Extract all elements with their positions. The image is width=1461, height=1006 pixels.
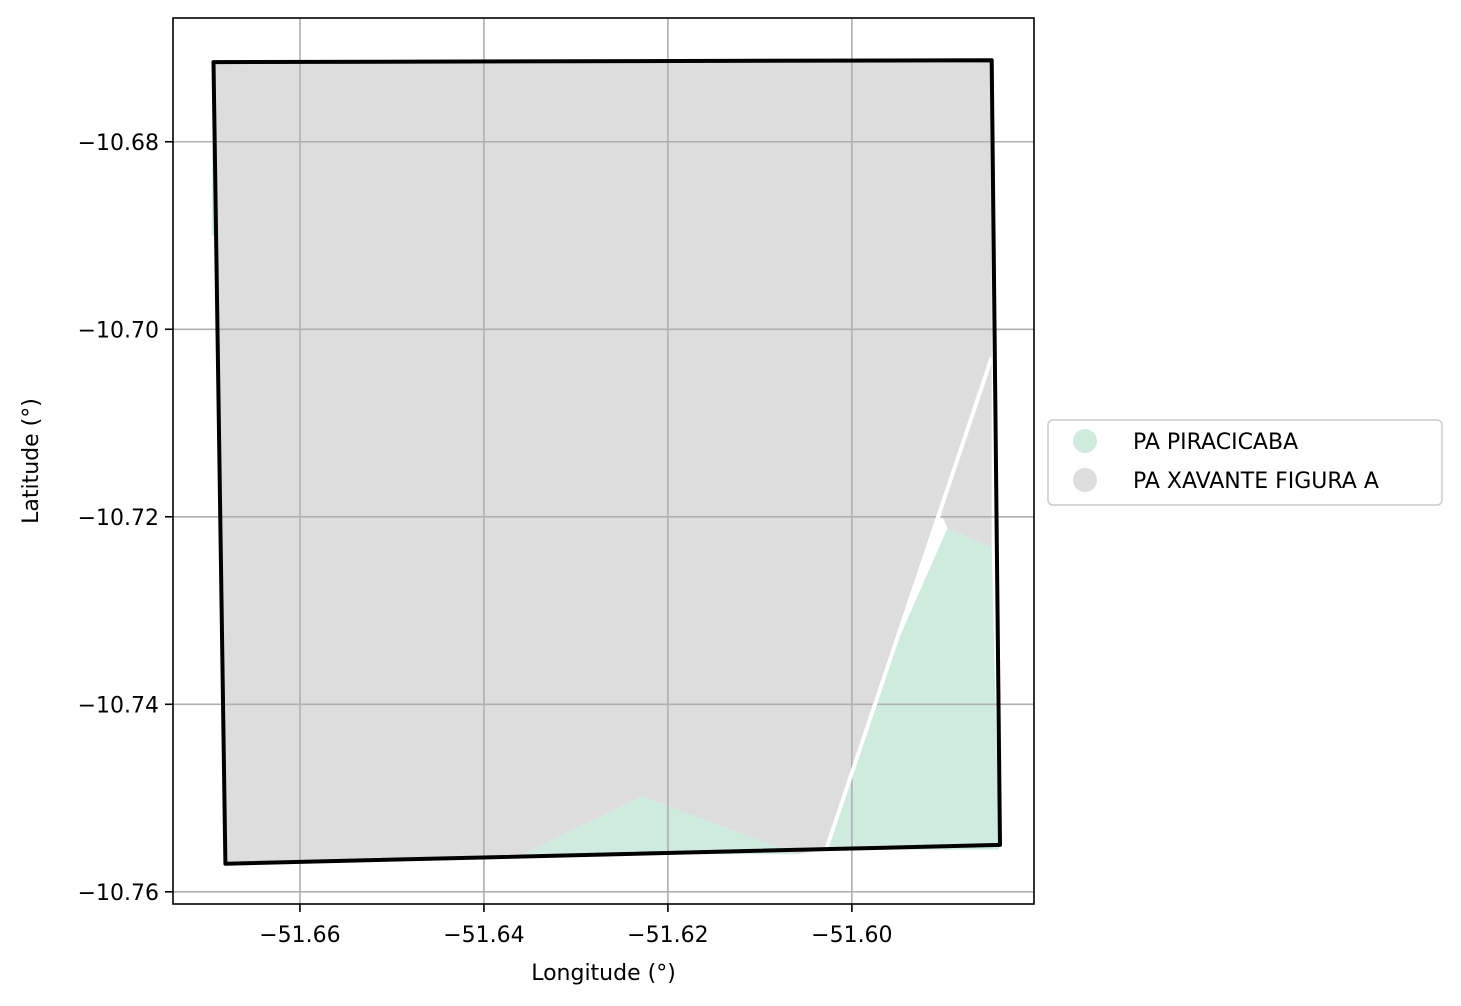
legend-label-1: PA XAVANTE FIGURA A xyxy=(1133,469,1379,494)
y-tick-label-1: −10.70 xyxy=(78,318,159,343)
ticks-layer: −51.66 −51.64 −51.62 −51.60 −10.68 −10.70 −10.… xyxy=(78,131,893,948)
legend: PA PIRACICABA PA XAVANTE FIGURA A xyxy=(1047,419,1443,506)
y-tick-label-2: −10.72 xyxy=(78,506,159,531)
legend-marker-0 xyxy=(1073,429,1097,453)
x-tick-label-1: −51.64 xyxy=(443,923,524,948)
white-divider-line xyxy=(824,356,994,851)
legend-marker-1 xyxy=(1073,468,1097,492)
parcel-pa-piracicaba-2 xyxy=(522,796,797,855)
y-tick-label-0: −10.68 xyxy=(78,131,159,156)
y-tick-label-4: −10.76 xyxy=(78,881,159,906)
plot-frame xyxy=(172,17,1035,905)
legend-label-0: PA PIRACICABA xyxy=(1133,430,1298,455)
overlay-layer xyxy=(211,58,1002,866)
x-axis-title: Longitude (°) xyxy=(531,961,676,986)
y-axis-title: Latitude (°) xyxy=(19,398,44,524)
parcel-pa-xavante-figura-a-0 xyxy=(213,60,992,864)
x-tick-label-2: −51.62 xyxy=(627,923,708,948)
legend-frame xyxy=(1047,419,1443,506)
grid-layer xyxy=(173,18,1034,904)
y-tick-label-3: −10.74 xyxy=(78,693,159,718)
x-tick-label-0: −51.66 xyxy=(259,923,340,948)
parcel-pa-piracicaba-1 xyxy=(826,528,999,850)
boundary-outline xyxy=(211,58,1002,866)
x-tick-label-3: −51.60 xyxy=(811,923,892,948)
polygons-layer xyxy=(211,60,999,864)
